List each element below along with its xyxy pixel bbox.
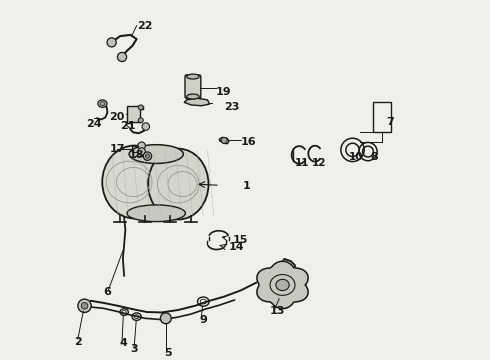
Text: 20: 20 xyxy=(110,112,125,122)
Ellipse shape xyxy=(276,279,289,291)
Text: 11: 11 xyxy=(295,158,310,168)
Text: 12: 12 xyxy=(312,158,326,168)
Text: 3: 3 xyxy=(130,344,138,354)
Text: 8: 8 xyxy=(370,152,378,162)
FancyBboxPatch shape xyxy=(185,75,201,98)
Text: 21: 21 xyxy=(120,121,135,131)
Text: 1: 1 xyxy=(243,181,251,191)
Ellipse shape xyxy=(148,149,209,220)
Circle shape xyxy=(118,52,126,62)
Circle shape xyxy=(138,148,146,155)
Text: 4: 4 xyxy=(120,338,128,348)
Circle shape xyxy=(78,299,91,312)
Polygon shape xyxy=(127,106,143,123)
Text: 19: 19 xyxy=(216,87,231,98)
Circle shape xyxy=(81,302,88,309)
Ellipse shape xyxy=(102,145,167,219)
Ellipse shape xyxy=(129,145,183,163)
Circle shape xyxy=(138,118,143,123)
Circle shape xyxy=(107,38,116,47)
Text: 9: 9 xyxy=(199,315,207,325)
Text: 23: 23 xyxy=(224,102,240,112)
Circle shape xyxy=(138,105,143,110)
Text: 16: 16 xyxy=(241,138,256,147)
Text: 15: 15 xyxy=(232,235,248,246)
Polygon shape xyxy=(219,138,229,144)
Circle shape xyxy=(160,313,171,324)
Circle shape xyxy=(146,154,149,158)
Text: 22: 22 xyxy=(137,21,152,31)
Circle shape xyxy=(142,123,149,130)
Text: 17: 17 xyxy=(110,144,125,154)
Text: 7: 7 xyxy=(387,117,394,127)
Ellipse shape xyxy=(127,205,185,222)
Text: 6: 6 xyxy=(103,287,111,297)
Text: 18: 18 xyxy=(128,150,144,160)
Polygon shape xyxy=(257,261,308,309)
Ellipse shape xyxy=(187,74,199,79)
Circle shape xyxy=(221,138,227,143)
Text: 10: 10 xyxy=(349,152,364,162)
Circle shape xyxy=(138,142,146,149)
Text: 14: 14 xyxy=(228,242,244,252)
Text: 5: 5 xyxy=(164,348,171,358)
Ellipse shape xyxy=(98,100,107,107)
Text: 2: 2 xyxy=(74,337,82,347)
Text: 13: 13 xyxy=(270,306,285,316)
Circle shape xyxy=(143,152,151,160)
Ellipse shape xyxy=(100,102,105,105)
Ellipse shape xyxy=(187,94,199,99)
Text: 24: 24 xyxy=(87,119,102,129)
Polygon shape xyxy=(185,98,210,106)
